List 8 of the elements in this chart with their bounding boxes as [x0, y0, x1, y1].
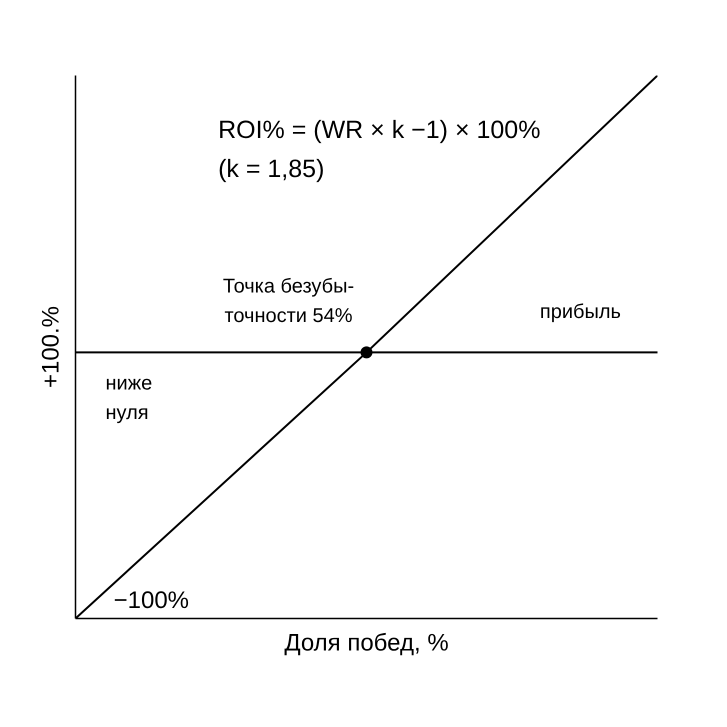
annotation: −100%: [114, 587, 190, 614]
x-axis-title: Доля побед, %: [284, 630, 449, 656]
annotation: ROI% = (WR × k −1) × 100%: [218, 116, 540, 144]
annotation: ниже нуля: [105, 372, 152, 424]
y-axis-title: +100.%: [38, 306, 64, 388]
annotation: прибыль: [540, 301, 621, 324]
annotation: (k = 1,85): [218, 154, 324, 183]
annotation: Точка безубы- точности 54%: [222, 275, 354, 328]
